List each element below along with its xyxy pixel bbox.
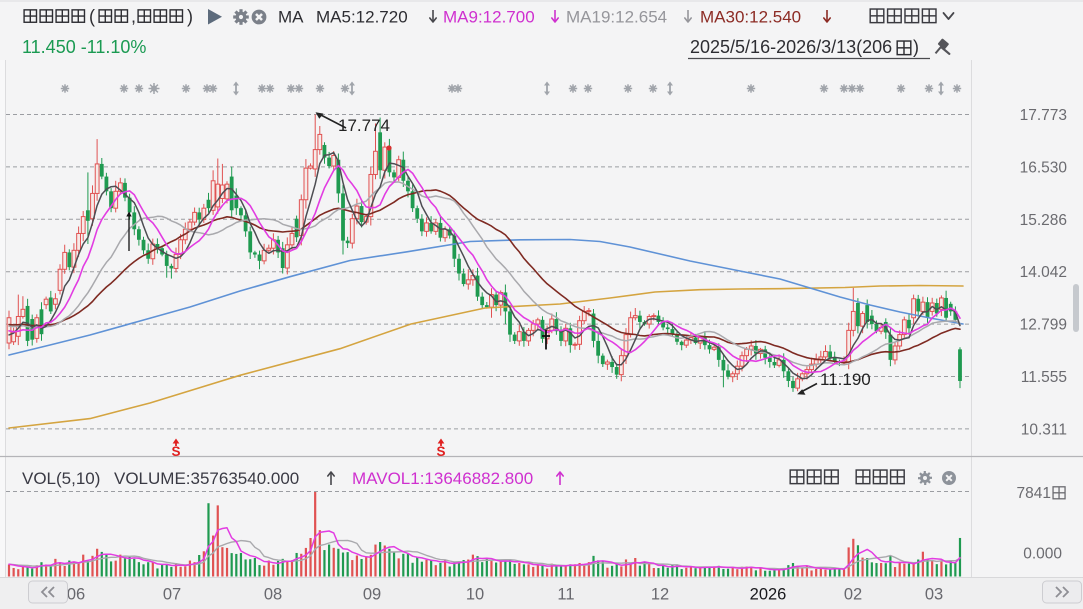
svg-text:2026: 2026 (750, 586, 787, 604)
svg-text:16.530: 16.530 (1020, 159, 1068, 176)
svg-text:11.450 -11.10%: 11.450 -11.10% (22, 37, 146, 57)
svg-text:09: 09 (363, 586, 381, 604)
svg-text:11.190: 11.190 (820, 370, 871, 389)
svg-text:08: 08 (264, 586, 282, 604)
svg-text:MA19:12.654: MA19:12.654 (566, 8, 667, 27)
svg-text:15.286: 15.286 (1020, 212, 1067, 229)
svg-text:07: 07 (163, 586, 181, 604)
svg-text:VOL(5,10): VOL(5,10) (22, 469, 100, 488)
svg-text:MA9:12.700: MA9:12.700 (443, 8, 535, 27)
svg-text:14.042: 14.042 (1020, 264, 1067, 281)
svg-text:): ) (913, 37, 919, 57)
svg-text:0.000: 0.000 (1023, 546, 1062, 563)
svg-text:12: 12 (651, 586, 669, 604)
svg-text:11: 11 (557, 586, 574, 604)
svg-text:12.799: 12.799 (1020, 317, 1067, 334)
svg-text:): ) (187, 7, 193, 27)
svg-text:10: 10 (466, 586, 484, 604)
svg-text:17.774: 17.774 (338, 116, 390, 135)
svg-text:2025/5/16-2026/3/13(206: 2025/5/16-2026/3/13(206 (690, 37, 892, 57)
svg-text:7841: 7841 (1017, 485, 1051, 502)
svg-text:MA30:12.540: MA30:12.540 (700, 8, 801, 27)
svg-text:MAVOL1:13646882.800: MAVOL1:13646882.800 (352, 469, 533, 488)
svg-text:MA: MA (278, 8, 304, 27)
svg-text:MA5:12.720: MA5:12.720 (316, 8, 408, 27)
svg-text:02: 02 (844, 586, 862, 604)
svg-text:VOLUME:35763540.000: VOLUME:35763540.000 (114, 469, 299, 488)
svg-text:11.555: 11.555 (1021, 369, 1067, 386)
svg-text:S: S (171, 444, 180, 459)
svg-text:06: 06 (67, 586, 85, 604)
svg-text:03: 03 (925, 586, 943, 604)
svg-text:S: S (436, 444, 445, 459)
svg-text:(: ( (89, 7, 95, 27)
svg-text:,: , (131, 7, 136, 27)
svg-text:17.773: 17.773 (1020, 107, 1067, 124)
svg-text:10.311: 10.311 (1021, 421, 1067, 438)
